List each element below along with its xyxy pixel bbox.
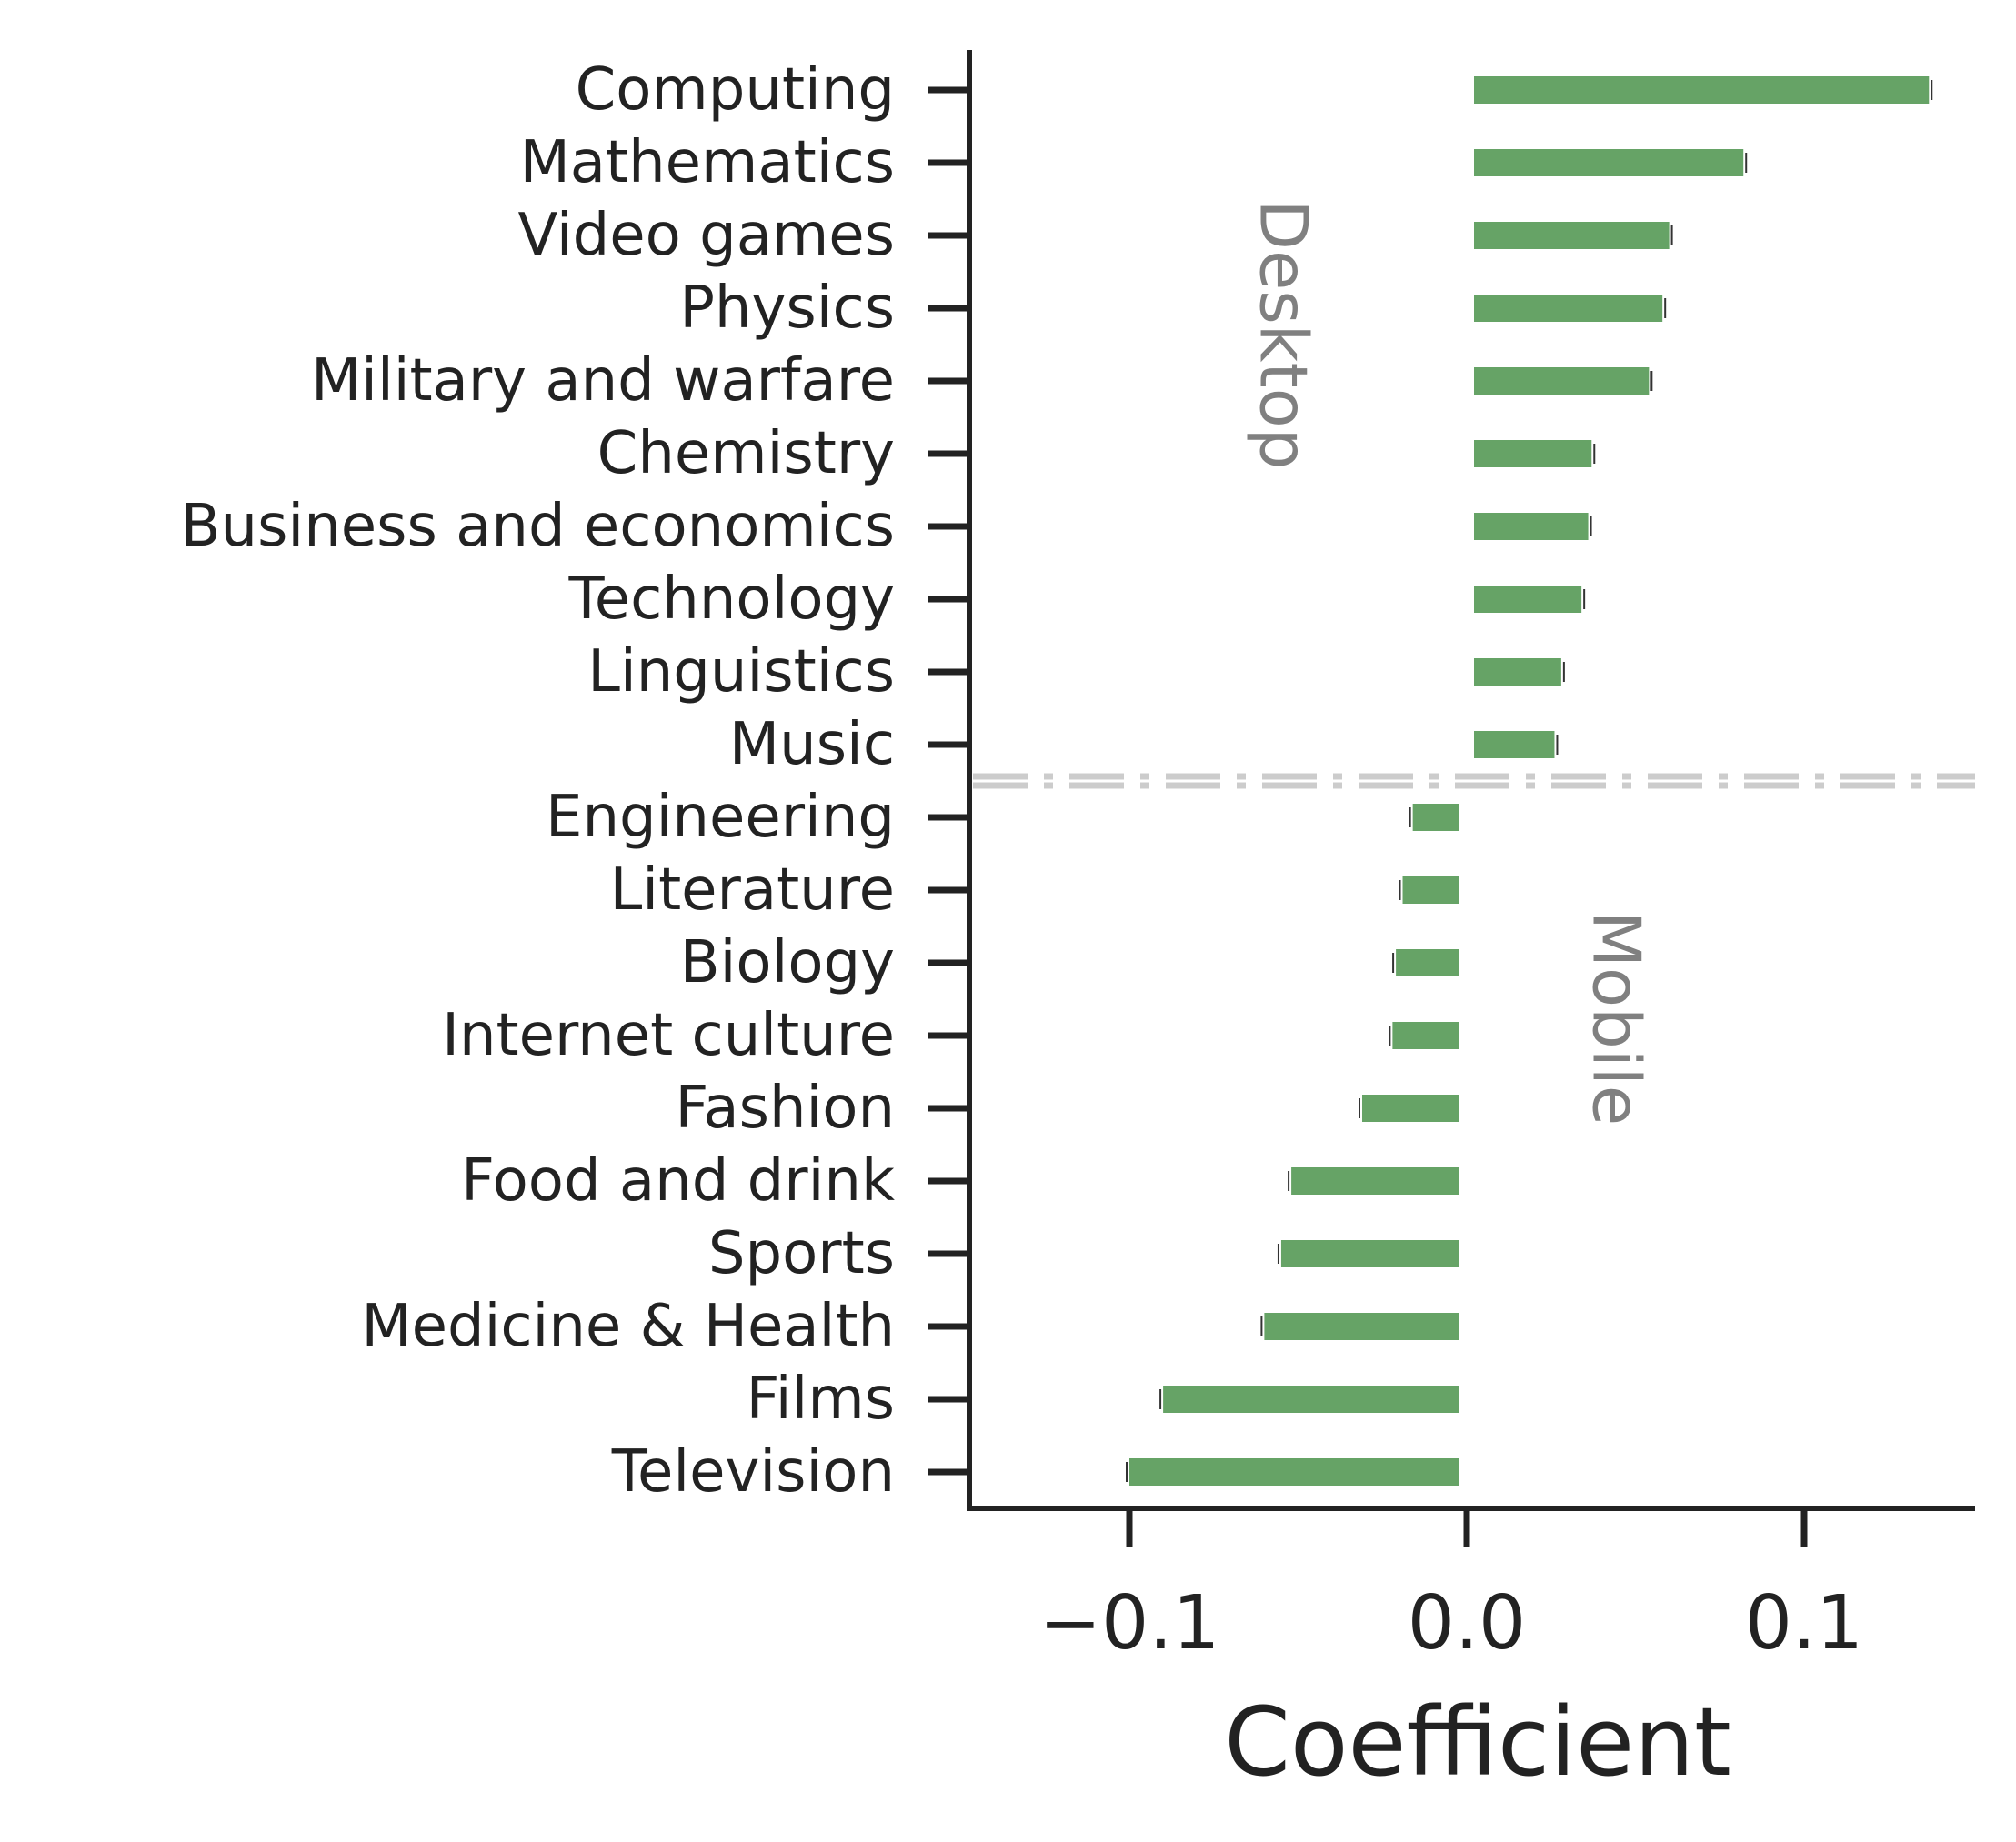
bar-3 — [1474, 295, 1663, 322]
category-label-8: Linguistics — [587, 638, 895, 706]
x-tick-label-1: 0.0 — [1408, 1580, 1526, 1667]
category-label-11: Literature — [610, 856, 895, 924]
bar-15 — [1291, 1167, 1459, 1195]
desktop-mobile-divider — [973, 773, 1975, 789]
bar-17 — [1264, 1313, 1459, 1340]
bar-16 — [1280, 1240, 1459, 1267]
category-label-19: Television — [611, 1438, 895, 1506]
category-label-9: Music — [729, 711, 895, 778]
bar-10 — [1412, 804, 1459, 831]
x-tick-label-0: −0.1 — [1038, 1580, 1219, 1667]
category-label-4: Military and warfare — [311, 347, 895, 415]
category-label-6: Business and economics — [181, 493, 895, 560]
category-label-1: Mathematics — [520, 129, 895, 196]
bar-2 — [1474, 222, 1670, 249]
bar-1 — [1474, 149, 1744, 176]
bar-4 — [1474, 367, 1650, 395]
mobile-group-label: Mobile — [1578, 911, 1654, 1126]
axes-layer — [928, 50, 1975, 1547]
bar-13 — [1392, 1022, 1459, 1049]
bar-5 — [1474, 440, 1592, 467]
category-label-0: Computing — [576, 56, 895, 124]
category-label-17: Medicine & Health — [361, 1293, 895, 1360]
x-tick-label-2: 0.1 — [1745, 1580, 1863, 1667]
bar-0 — [1474, 76, 1930, 104]
error-marks-layer — [1126, 80, 1933, 1482]
bar-12 — [1396, 949, 1459, 976]
x-axis-title: Coefficient — [1224, 1687, 1731, 1797]
bar-11 — [1402, 876, 1459, 904]
bar-7 — [1474, 586, 1582, 613]
category-label-3: Physics — [679, 275, 895, 342]
category-label-16: Sports — [708, 1220, 895, 1287]
bar-6 — [1474, 513, 1589, 540]
category-label-5: Chemistry — [597, 420, 895, 487]
category-label-15: Food and drink — [461, 1147, 895, 1215]
bar-9 — [1474, 731, 1555, 758]
bars-layer — [1129, 76, 1930, 1486]
category-label-14: Fashion — [675, 1075, 895, 1142]
bar-8 — [1474, 658, 1561, 686]
category-label-13: Internet culture — [442, 1002, 895, 1069]
x-tick-labels: −0.1 0.0 0.1 — [1038, 1580, 1863, 1667]
bar-18 — [1163, 1386, 1459, 1413]
bar-19 — [1129, 1458, 1459, 1486]
category-label-18: Films — [747, 1366, 895, 1433]
category-label-12: Biology — [680, 929, 895, 996]
category-label-10: Engineering — [546, 784, 895, 851]
category-label-7: Technology — [568, 566, 896, 633]
bar-14 — [1361, 1095, 1459, 1122]
desktop-group-label: Desktop — [1245, 200, 1321, 470]
category-label-2: Video games — [517, 202, 895, 269]
